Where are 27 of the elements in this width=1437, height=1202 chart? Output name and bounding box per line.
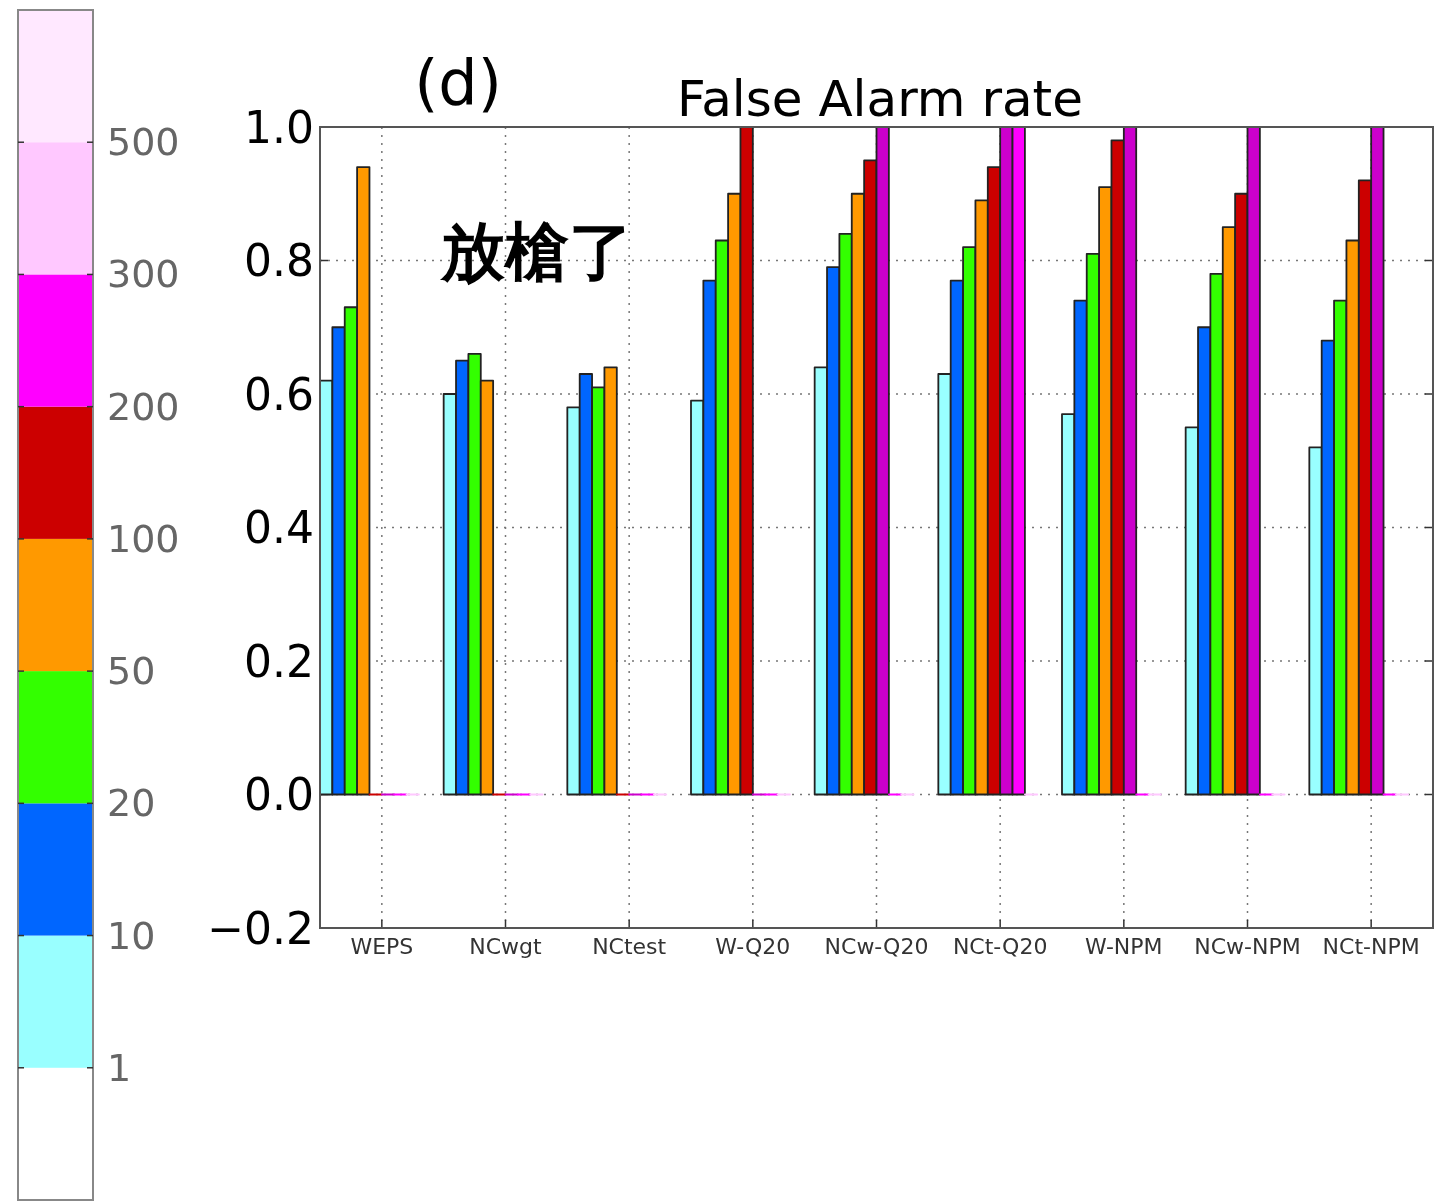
x-tick-label: NCw-Q20 [824, 934, 929, 959]
y-tick-label: 0.6 [244, 368, 314, 420]
text: 100 [107, 516, 180, 561]
x-tick-label: NCt-Q20 [952, 934, 1048, 959]
y-tick-label: 0.8 [244, 235, 314, 286]
y-tick-label: 1.0 [244, 101, 314, 153]
text: 500 [107, 120, 180, 165]
text: 1 [107, 1045, 132, 1090]
text: 20 [107, 781, 156, 826]
x-tick-label: NCt-NPM [1322, 934, 1420, 959]
x-tick-label: NCwgt [469, 934, 543, 959]
y-tick-label: −0.2 [207, 902, 314, 954]
text: 200 [107, 384, 180, 429]
text: 300 [107, 252, 180, 297]
x-tick-label: W-NPM [1085, 934, 1163, 959]
x-tick-label: WEPS [350, 934, 414, 959]
text: 10 [107, 913, 156, 958]
y-tick-label: 0.4 [244, 502, 314, 553]
y-tick-label: 0.0 [244, 769, 314, 820]
text: 50 [107, 649, 156, 694]
y-tick-label: 0.2 [244, 635, 314, 687]
x-tick-label: W-Q20 [715, 934, 791, 959]
x-tick-label: NCw-NPM [1194, 934, 1301, 959]
text: (d) [414, 46, 502, 119]
x-tick-label: NCtest [592, 934, 667, 959]
annotation: 放槍了 [439, 215, 633, 289]
chart-title: False Alarm rate [677, 70, 1083, 128]
